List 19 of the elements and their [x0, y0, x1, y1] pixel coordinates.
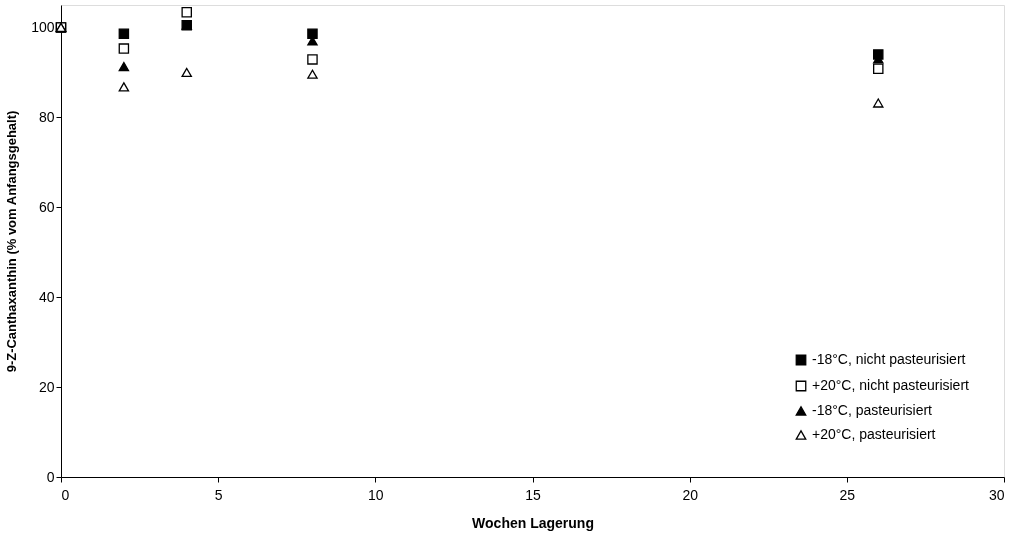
- x-tick-label: 25: [839, 486, 856, 503]
- y-tick-label: 20: [38, 378, 55, 395]
- x-tick-label: 10: [368, 486, 384, 503]
- legend-label: -18°C, pasteurisiert: [812, 402, 933, 418]
- y-tick-label: 60: [38, 198, 55, 215]
- y-tick-label: 40: [38, 288, 55, 305]
- x-tick-label: 30: [988, 486, 1005, 503]
- x-axis-title: Wochen Lagerung: [472, 514, 594, 531]
- legend-label: +20°C, pasteurisiert: [812, 426, 936, 442]
- legend-label: -18°C, nicht pasteurisiert: [812, 351, 966, 367]
- x-tick-label: 0: [61, 486, 70, 503]
- x-tick-label: 20: [682, 486, 699, 503]
- y-tick-label: 0: [46, 468, 55, 485]
- y-tick-label: 100: [31, 18, 55, 35]
- y-tick-label: 80: [38, 108, 55, 125]
- x-tick-label: 5: [214, 486, 223, 503]
- x-tick-label: 15: [525, 486, 541, 503]
- legend-label: +20°C, nicht pasteurisiert: [812, 377, 970, 393]
- y-axis-title: 9-Z-Canthaxanthin (% vom Anfangsgehalt): [4, 110, 20, 373]
